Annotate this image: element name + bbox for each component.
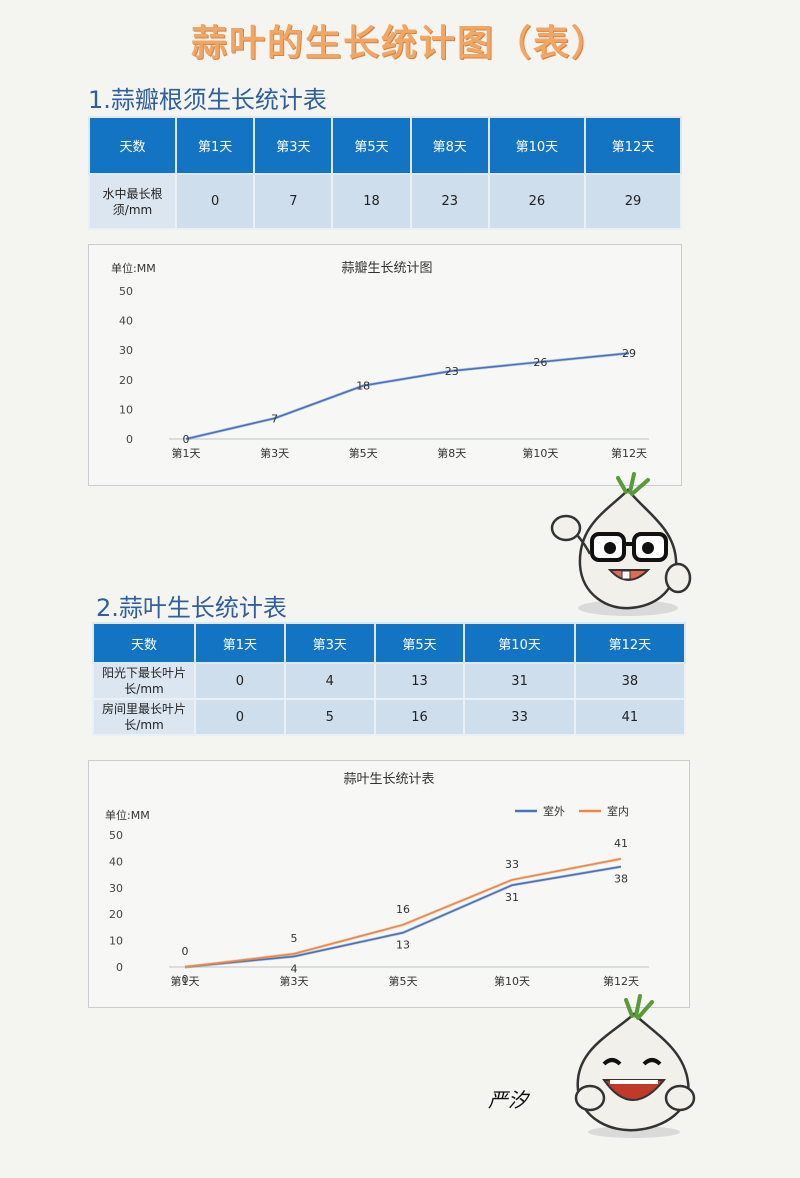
x-tick-label: 第10天 — [494, 974, 530, 988]
y-tick-label: 30 — [109, 882, 123, 895]
table-cell: 33 — [463, 698, 576, 736]
y-tick-label: 50 — [109, 829, 123, 842]
table-header-cell: 天数 — [88, 116, 177, 175]
data-label: 13 — [396, 939, 410, 952]
data-label: 16 — [396, 903, 410, 916]
chart-title: 蒜叶生长统计表 — [343, 772, 434, 787]
y-axis-label: 单位:MM — [111, 261, 156, 275]
legend-label: 室外 — [543, 804, 565, 818]
root-growth-chart: 蒜瓣生长统计图 单位:MM 0 10 20 30 40 50 第1天 第3天 第5天 第8天 第10天 第… — [88, 244, 682, 486]
table-cell: 4 — [283, 662, 376, 700]
data-label: 4 — [291, 962, 298, 975]
x-tick-label: 第10天 — [522, 446, 558, 460]
data-label: 18 — [356, 380, 370, 393]
data-label: 33 — [505, 858, 519, 871]
table-header-cell: 第5天 — [373, 622, 466, 664]
table-header-cell: 第1天 — [174, 116, 256, 175]
leaf-table: 天数 第1天 第3天 第5天 第10天 第12天 阳光下最长叶片长/mm 0 4… — [92, 622, 687, 736]
table-cell: 0 — [194, 698, 286, 736]
leaf-growth-chart: 蒜叶生长统计表 单位:MM 0 10 20 30 40 50 第1天 第3天 第5天 第10天 第12天… — [88, 760, 690, 1008]
table-header-cell: 第8天 — [409, 116, 490, 175]
y-tick-label: 20 — [109, 908, 123, 921]
garlic-mascot-laughing-illustration — [574, 994, 696, 1138]
data-label: 0 — [182, 973, 189, 986]
y-tick-label: 50 — [119, 285, 133, 298]
table-cell: 29 — [583, 173, 683, 230]
series-line — [184, 865, 622, 968]
table-cell: 13 — [373, 662, 466, 700]
legend-label: 室内 — [607, 804, 629, 818]
table-header-row: 天数 第1天 第3天 第5天 第10天 第12天 — [92, 622, 687, 664]
table-header-cell: 第10天 — [463, 622, 576, 664]
section1-heading: 1.蒜瓣根须生长统计表 — [88, 86, 327, 114]
y-tick-label: 0 — [126, 433, 133, 446]
root-table: 天数 第1天 第3天 第5天 第8天 第10天 第12天 水中最长根须/mm 0… — [88, 116, 683, 230]
page-title: 蒜叶的生长统计图（表） — [190, 23, 609, 64]
y-axis-label: 单位:MM — [105, 808, 150, 822]
table-header-cell: 第3天 — [283, 622, 376, 664]
chart-title: 蒜瓣生长统计图 — [341, 261, 432, 276]
table-header-cell: 天数 — [92, 622, 196, 664]
series-line-glow — [185, 351, 630, 441]
series-line — [185, 352, 630, 440]
section2-heading: 2.蒜叶生长统计表 — [96, 594, 287, 622]
table-cell: 0 — [194, 662, 286, 700]
data-label: 41 — [614, 837, 628, 850]
author-signature: 严汐 — [488, 1088, 528, 1112]
y-tick-label: 0 — [116, 961, 123, 974]
table-header-cell: 第12天 — [573, 622, 687, 664]
root-growth-chart-svg: 蒜瓣生长统计图 单位:MM 0 10 20 30 40 50 第1天 第3天 第5天 第8天 第10天 第… — [111, 261, 649, 460]
data-label: 0 — [183, 433, 190, 446]
y-tick-label: 20 — [119, 374, 133, 387]
series-line-glow — [184, 865, 622, 969]
data-label: 23 — [445, 365, 459, 378]
x-tick-label: 第5天 — [389, 974, 418, 988]
table-cell: 0 — [174, 173, 256, 230]
table-header-cell: 第3天 — [253, 116, 334, 175]
data-label: 38 — [614, 873, 628, 886]
table-header-cell: 第1天 — [194, 622, 286, 664]
x-tick-label: 第5天 — [349, 446, 378, 460]
table-row: 水中最长根须/mm 0 7 18 23 26 29 — [88, 173, 683, 230]
data-label: 0 — [182, 945, 189, 958]
data-label: 5 — [291, 932, 298, 945]
table-header-cell: 第12天 — [583, 116, 683, 175]
row-label: 水中最长根须/mm — [88, 173, 177, 230]
x-tick-label: 第12天 — [611, 446, 647, 460]
table-cell: 18 — [331, 173, 412, 230]
data-label: 29 — [622, 347, 636, 360]
x-tick-label: 第12天 — [603, 974, 639, 988]
table-header-cell: 第5天 — [331, 116, 412, 175]
table-header-row: 天数 第1天 第3天 第5天 第8天 第10天 第12天 — [88, 116, 683, 175]
table-cell: 31 — [463, 662, 576, 700]
data-label: 7 — [271, 412, 278, 425]
y-tick-label: 30 — [119, 344, 133, 357]
table-cell: 41 — [573, 698, 687, 736]
series-line — [184, 858, 622, 968]
y-tick-label: 40 — [119, 315, 133, 328]
row-label: 阳光下最长叶片长/mm — [92, 662, 196, 700]
x-tick-label: 第3天 — [280, 974, 309, 988]
y-tick-label: 40 — [109, 855, 123, 868]
row-label: 房间里最长叶片长/mm — [92, 698, 196, 736]
data-label: 26 — [533, 356, 547, 369]
data-label: 31 — [505, 891, 519, 904]
x-tick-label: 第1天 — [172, 446, 201, 460]
table-header-cell: 第10天 — [487, 116, 586, 175]
table-row: 房间里最长叶片长/mm 0 5 16 33 41 — [92, 698, 687, 736]
x-tick-label: 第8天 — [437, 446, 466, 460]
x-tick-label: 第1天 — [171, 974, 200, 988]
y-tick-label: 10 — [109, 935, 123, 948]
table-cell: 16 — [373, 698, 466, 736]
table-row: 阳光下最长叶片长/mm 0 4 13 31 38 — [92, 662, 687, 700]
table-cell: 26 — [487, 173, 586, 230]
table-cell: 38 — [573, 662, 687, 700]
table-cell: 7 — [253, 173, 334, 230]
table-cell: 5 — [283, 698, 376, 736]
x-tick-label: 第3天 — [260, 446, 289, 460]
table-cell: 23 — [409, 173, 490, 230]
y-tick-label: 10 — [119, 403, 133, 416]
garlic-mascot-glasses-illustration — [550, 472, 692, 616]
